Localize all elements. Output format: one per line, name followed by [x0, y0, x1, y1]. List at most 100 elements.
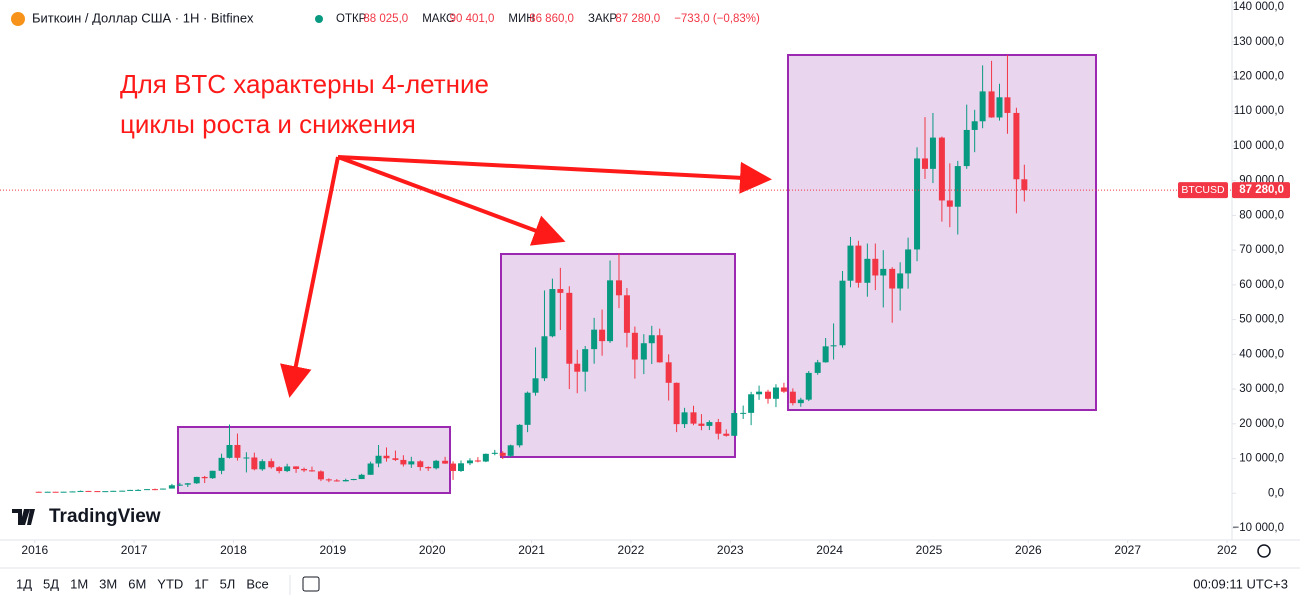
candle-body [772, 387, 779, 399]
candle-body [839, 280, 846, 346]
candle-body [897, 273, 904, 289]
candle [814, 359, 821, 375]
y-tick-label: 80 000,0 [1239, 209, 1284, 221]
candle-body [631, 332, 638, 360]
candle [193, 476, 200, 484]
symbol-tag-text: BTCUSD [1181, 184, 1225, 196]
candle-body [159, 488, 166, 490]
y-tick-label: 60 000,0 [1239, 279, 1284, 291]
coin-icon [11, 12, 25, 26]
candle [342, 478, 349, 482]
candle [582, 345, 589, 392]
timeframe-button[interactable]: 6М [128, 576, 146, 591]
y-tick-label: 20 000,0 [1239, 418, 1284, 430]
timeframe-button[interactable]: 1Г [194, 576, 208, 591]
stat-label: МАКС [422, 13, 454, 25]
candle [864, 243, 871, 297]
candle [872, 243, 879, 291]
candle-body [665, 362, 672, 383]
candle [293, 466, 300, 473]
candle-body [855, 245, 862, 283]
price-tag-text: 87 280,0 [1239, 184, 1284, 196]
candle-body [623, 295, 630, 333]
candle [417, 460, 424, 471]
candle [226, 424, 233, 459]
candle [954, 160, 961, 235]
candle [375, 444, 382, 468]
candle [615, 253, 622, 309]
candle-body [880, 268, 887, 276]
candle [822, 338, 829, 363]
candle-body [656, 335, 663, 363]
candle [85, 490, 92, 492]
candle [963, 104, 970, 169]
candle-body [830, 345, 837, 347]
candle [805, 371, 812, 402]
candle [176, 482, 183, 486]
candle [723, 429, 730, 437]
candle-body [69, 491, 76, 493]
date-range-icon[interactable] [302, 576, 320, 592]
candle-body [433, 460, 440, 469]
settings-icon[interactable] [1257, 544, 1271, 558]
candle-body [607, 280, 614, 342]
candle-body [375, 455, 382, 464]
candle-body [333, 480, 340, 482]
candle [905, 237, 912, 289]
stat-value: 88 025,0 [363, 13, 408, 25]
candle [218, 453, 225, 475]
candle-body [408, 461, 415, 465]
candle [516, 424, 523, 448]
candle-body [308, 470, 315, 472]
candle [731, 410, 738, 436]
candle-body [557, 289, 564, 293]
candle-body [740, 412, 747, 414]
candle [119, 490, 126, 492]
candle [996, 83, 1003, 121]
candle-body [599, 329, 606, 342]
x-tick-label: 2022 [618, 543, 645, 557]
candle-body [209, 470, 216, 479]
candle-body [996, 97, 1003, 118]
candle [971, 109, 978, 153]
candle [789, 388, 796, 406]
candle-body [698, 423, 705, 426]
timeframe-button[interactable]: 1М [70, 576, 88, 591]
candle [889, 267, 896, 323]
stat-label: МИН [508, 13, 534, 25]
timeframe-button[interactable]: 5Д [43, 576, 59, 591]
candle-body [507, 445, 514, 456]
candle [482, 453, 489, 463]
candle-body [342, 479, 349, 482]
y-tick-label: 10 000,0 [1239, 453, 1284, 465]
candle-body [549, 289, 556, 337]
candle-body [135, 489, 142, 491]
timeframe-button[interactable]: Все [246, 576, 268, 591]
timeframe-button[interactable]: 1Д [16, 576, 32, 591]
timeframe-button[interactable]: YTD [157, 576, 183, 591]
candle [921, 117, 928, 179]
candle-body [301, 468, 308, 471]
candle-body [184, 483, 191, 485]
candle-body [648, 335, 655, 344]
candle [44, 491, 51, 493]
stat-value: 87 280,0 [615, 13, 660, 25]
candle [77, 490, 84, 492]
y-tick-label: 100 000,0 [1233, 140, 1284, 152]
candle-body [921, 158, 928, 169]
candle-body [615, 280, 622, 296]
timeframe-button[interactable]: 5Л [220, 576, 236, 591]
candle-body [988, 91, 995, 118]
candle-body [144, 489, 151, 491]
candle [308, 466, 315, 472]
candle-body [325, 479, 332, 481]
candle [102, 491, 109, 493]
candle-body [822, 346, 829, 363]
candle [897, 262, 904, 311]
candle-body [268, 461, 275, 468]
timeframe-button[interactable]: 3М [99, 576, 117, 591]
candle [350, 478, 357, 481]
x-tick-label: 2027 [1114, 543, 1141, 557]
x-tick-label: 202 [1217, 543, 1237, 557]
brand-logo [12, 509, 35, 525]
